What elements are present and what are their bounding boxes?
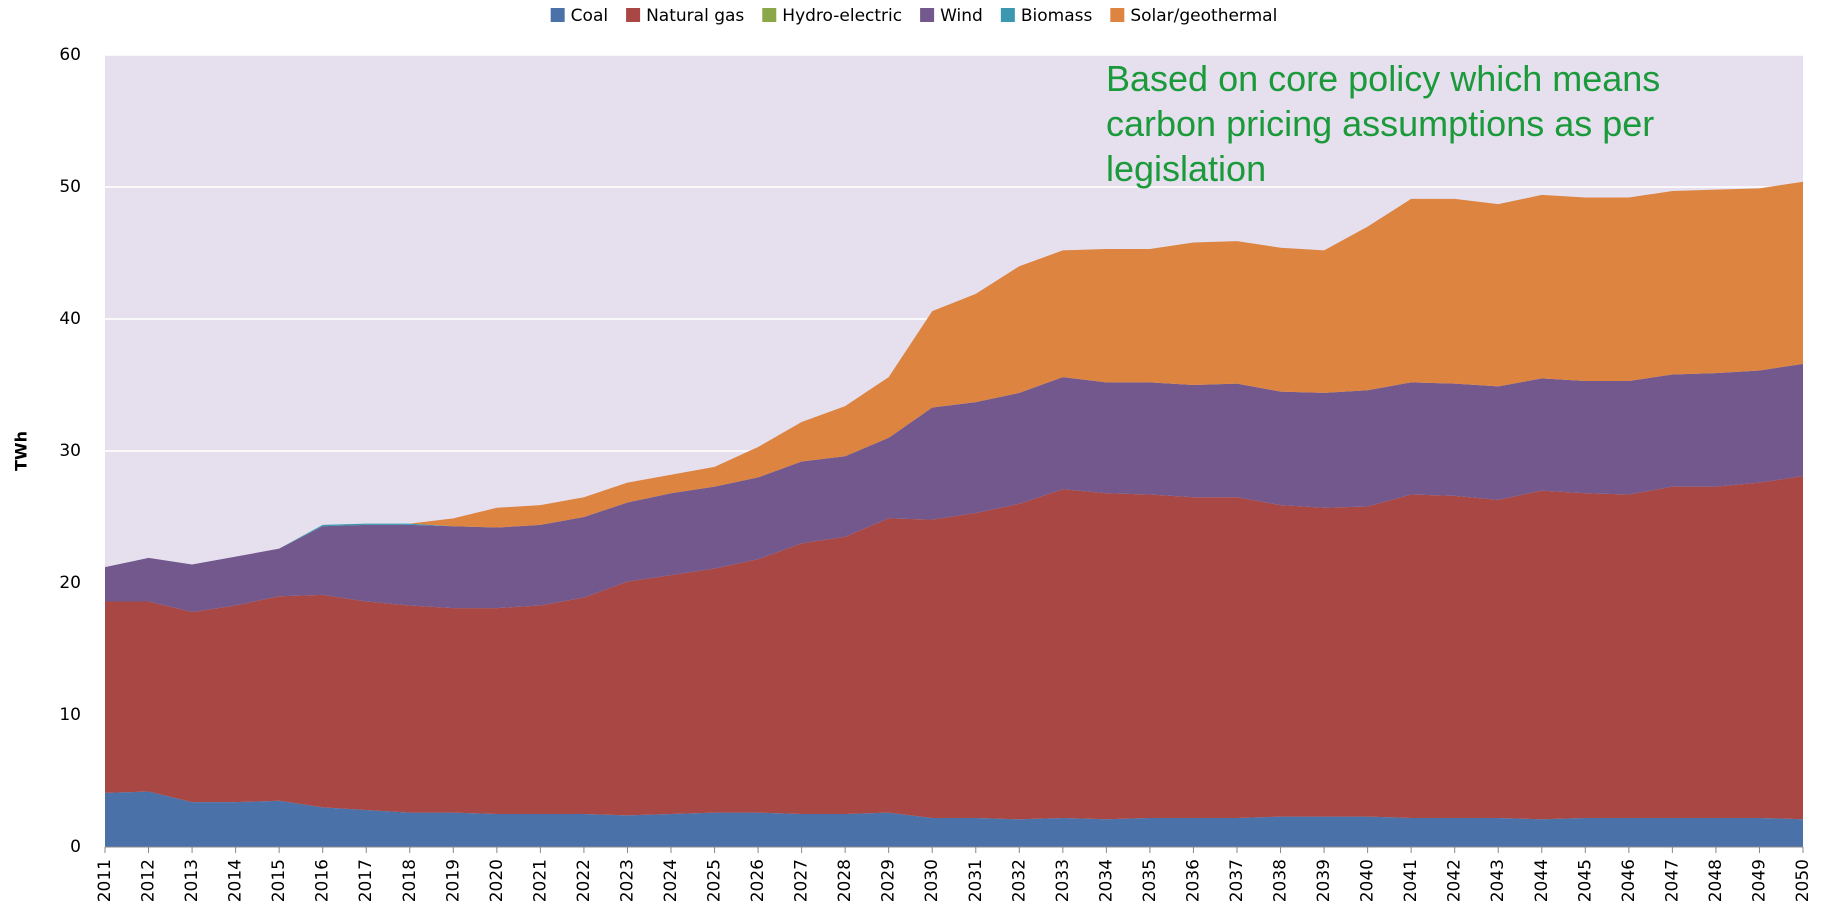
x-tick-label: 2013 xyxy=(182,859,202,902)
annotation: Based on core policy which means carbon … xyxy=(1106,58,1661,189)
x-tick-label: 2027 xyxy=(792,859,812,902)
x-tick-label: 2023 xyxy=(617,859,637,902)
x-tick-label: 2022 xyxy=(574,859,594,902)
x-tick-label: 2031 xyxy=(966,859,986,902)
x-tick-label: 2029 xyxy=(879,859,899,902)
x-tick-label: 2011 xyxy=(95,859,115,902)
x-tick-label: 2040 xyxy=(1358,859,1378,902)
y-tick-label: 50 xyxy=(59,177,81,197)
x-tick-label: 2045 xyxy=(1575,859,1595,902)
legend-swatch xyxy=(550,8,565,22)
y-tick-label: 10 xyxy=(59,705,81,725)
x-tick-label: 2049 xyxy=(1749,859,1769,902)
x-tick-label: 2026 xyxy=(748,859,768,902)
x-tick-label: 2014 xyxy=(226,859,246,902)
y-tick-label: 0 xyxy=(70,837,81,857)
area xyxy=(105,181,1803,568)
legend-label: Biomass xyxy=(1021,6,1093,26)
legend-label: Wind xyxy=(940,6,983,26)
x-tick-label: 2021 xyxy=(530,859,550,902)
area xyxy=(105,476,1803,820)
x-tick-label: 2042 xyxy=(1445,859,1465,902)
y-tick-label: 40 xyxy=(59,309,81,329)
x-tick-label: 2018 xyxy=(400,859,420,902)
y-tick-label: 30 xyxy=(59,441,81,461)
x-tick-label: 2012 xyxy=(139,859,159,902)
x-tick-label: 2020 xyxy=(487,859,507,902)
area xyxy=(105,791,1803,847)
x-tick-label: 2048 xyxy=(1706,859,1726,902)
legend-swatch xyxy=(762,8,777,22)
x-tick-label: 2034 xyxy=(1096,859,1116,902)
x-tick-label: 2035 xyxy=(1140,859,1160,902)
legend-label: Coal xyxy=(571,6,608,26)
x-tick-label: 2028 xyxy=(835,859,855,902)
legend-label: Natural gas xyxy=(646,6,744,26)
x-tick-label: 2015 xyxy=(269,859,289,902)
x-tick-label: 2037 xyxy=(1227,859,1247,902)
x-tick-label: 2039 xyxy=(1314,859,1334,902)
x-tick-label: 2017 xyxy=(356,859,376,902)
legend-swatch xyxy=(1110,8,1125,22)
legend-swatch xyxy=(626,8,641,22)
x-tick-label: 2047 xyxy=(1662,859,1682,902)
x-tick-label: 2024 xyxy=(661,859,681,902)
y-tick-label: 20 xyxy=(59,573,81,593)
x-tick-label: 2016 xyxy=(313,859,333,902)
area xyxy=(105,363,1803,613)
x-tick-label: 2038 xyxy=(1271,859,1291,902)
legend-label: Hydro-electric xyxy=(782,6,902,26)
x-tick-label: 2036 xyxy=(1183,859,1203,902)
x-tick-label: 2044 xyxy=(1532,859,1552,902)
x-tick-label: 2030 xyxy=(922,859,942,902)
x-tick-label: 2033 xyxy=(1053,859,1073,902)
legend-swatch xyxy=(1000,8,1015,22)
x-tick-label: 2050 xyxy=(1793,859,1813,902)
x-tick-label: 2046 xyxy=(1619,859,1639,902)
x-tick-label: 2019 xyxy=(443,859,463,902)
y-axis-label: TWh xyxy=(12,431,31,471)
legend-label: Solar/geothermal xyxy=(1130,6,1277,26)
x-tick-label: 2025 xyxy=(705,859,725,902)
x-tick-label: 2043 xyxy=(1488,859,1508,902)
x-tick-label: 2041 xyxy=(1401,859,1421,902)
legend-swatch xyxy=(920,8,935,22)
y-tick-label: 60 xyxy=(59,45,81,65)
x-tick-label: 2032 xyxy=(1009,859,1029,902)
